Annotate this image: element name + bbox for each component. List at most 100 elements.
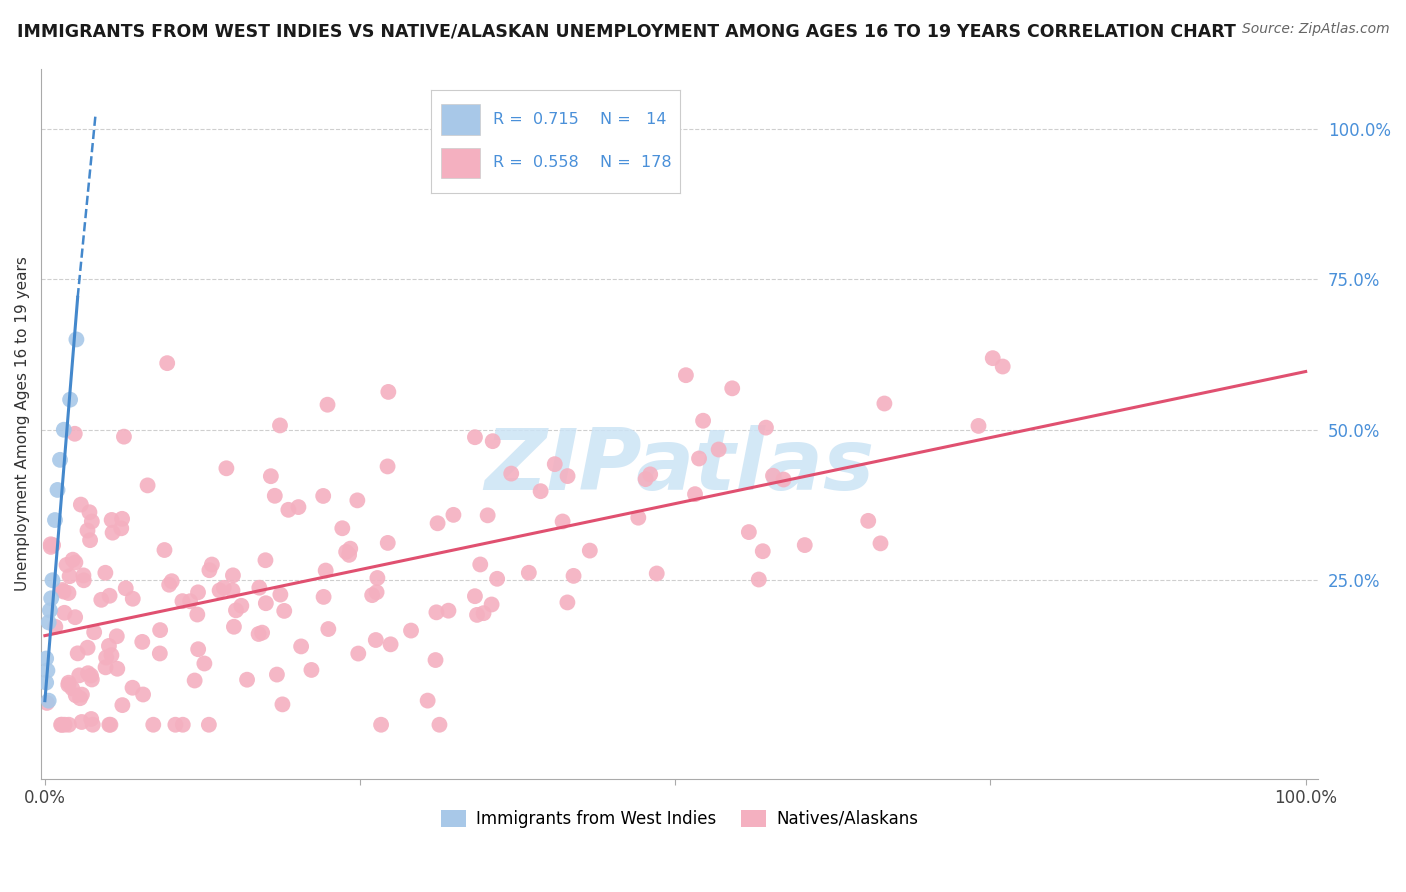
- Point: [157, 578, 180, 592]
- Point: [51, 582, 73, 597]
- Point: [470, 558, 492, 572]
- Point: [60, 681, 83, 696]
- Point: [105, 629, 128, 643]
- Point: [38, 615, 60, 630]
- Point: [254, 553, 277, 567]
- Point: [425, 653, 447, 667]
- Point: [222, 568, 245, 582]
- Point: [63, 426, 86, 441]
- Point: [557, 595, 579, 609]
- Point: [49, 453, 72, 467]
- Point: [762, 468, 785, 483]
- Point: [316, 398, 339, 412]
- Point: [156, 356, 179, 370]
- Point: [981, 351, 1004, 366]
- Point: [187, 642, 209, 657]
- Point: [215, 461, 238, 475]
- Point: [94, 650, 117, 665]
- Point: [645, 566, 668, 581]
- Point: [793, 538, 815, 552]
- Point: [377, 536, 399, 550]
- Point: [39, 591, 62, 606]
- Point: [80, 712, 103, 726]
- Point: [441, 508, 464, 522]
- Point: [98, 589, 121, 603]
- Point: [80, 515, 103, 529]
- Point: [225, 603, 247, 617]
- Point: [73, 574, 96, 588]
- Point: [46, 483, 69, 497]
- Point: [638, 467, 661, 482]
- Point: [755, 420, 778, 434]
- Point: [869, 536, 891, 550]
- Point: [98, 717, 121, 731]
- Point: [142, 717, 165, 731]
- Point: [634, 472, 657, 486]
- Point: [100, 513, 122, 527]
- Point: [105, 662, 128, 676]
- Point: [51, 717, 73, 731]
- Point: [110, 521, 132, 535]
- Point: [688, 451, 710, 466]
- Point: [290, 640, 312, 654]
- Point: [361, 588, 384, 602]
- Point: [53, 606, 76, 620]
- Point: [66, 646, 89, 660]
- Point: [772, 473, 794, 487]
- Point: [254, 596, 277, 610]
- Point: [269, 418, 291, 433]
- Point: [481, 434, 503, 449]
- Point: [112, 430, 135, 444]
- Point: [35, 651, 58, 665]
- Point: [100, 648, 122, 663]
- Point: [41, 574, 63, 588]
- Point: [472, 606, 495, 620]
- Point: [339, 541, 361, 556]
- Point: [464, 589, 486, 603]
- Point: [52, 423, 75, 437]
- Point: [55, 558, 77, 572]
- Point: [121, 591, 143, 606]
- Point: [675, 368, 697, 383]
- Point: [111, 698, 134, 712]
- Point: [79, 533, 101, 548]
- Point: [58, 678, 80, 692]
- Point: [364, 633, 387, 648]
- Point: [380, 637, 402, 651]
- Point: [35, 696, 58, 710]
- Point: [58, 675, 80, 690]
- Point: [221, 583, 243, 598]
- Point: [212, 581, 235, 595]
- Point: [271, 698, 294, 712]
- Point: [114, 582, 136, 596]
- Point: [53, 717, 76, 731]
- Point: [149, 623, 172, 637]
- Point: [121, 681, 143, 695]
- Point: [627, 510, 650, 524]
- Point: [991, 359, 1014, 374]
- Point: [260, 469, 283, 483]
- Point: [301, 663, 323, 677]
- Point: [136, 478, 159, 492]
- Point: [312, 590, 335, 604]
- Point: [59, 569, 82, 583]
- Point: [37, 664, 59, 678]
- Point: [208, 583, 231, 598]
- Point: [44, 620, 66, 634]
- Point: [748, 573, 770, 587]
- Point: [160, 574, 183, 589]
- Point: [530, 484, 553, 499]
- Legend: Immigrants from West Indies, Natives/Alaskans: Immigrants from West Indies, Natives/Ala…: [434, 803, 925, 835]
- Point: [273, 604, 295, 618]
- Point: [437, 604, 460, 618]
- Point: [337, 548, 360, 562]
- Point: [58, 586, 80, 600]
- Point: [165, 717, 187, 731]
- Point: [172, 594, 194, 608]
- Point: [544, 457, 567, 471]
- Point: [62, 552, 84, 566]
- Point: [486, 572, 509, 586]
- Point: [370, 717, 392, 731]
- Point: [692, 414, 714, 428]
- Point: [63, 610, 86, 624]
